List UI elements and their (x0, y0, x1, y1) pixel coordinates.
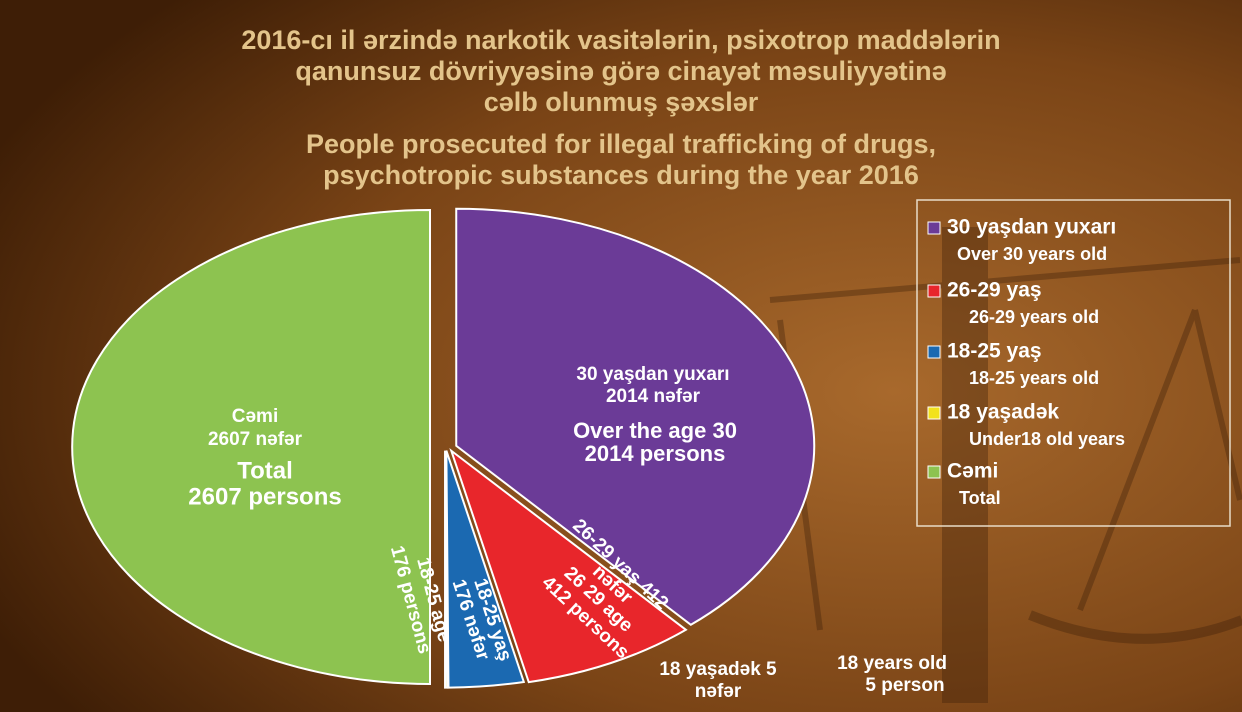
chart-title: 2016-cı il ərzində narkotik vasitələrin,… (241, 25, 1000, 55)
legend-swatch (927, 345, 941, 359)
data-label: nəfər (695, 681, 742, 702)
legend-label-en: 18-25 years old (969, 368, 1099, 388)
legend-box (916, 199, 1231, 527)
data-label: Over the age 30 (573, 418, 737, 443)
legend-label-en: Under18 old years (969, 429, 1125, 449)
pie-slice (445, 450, 526, 689)
legend-label: 18-25 yaş (947, 340, 1042, 363)
legend-label: 26-29 yaş (947, 279, 1042, 302)
legend-swatch (927, 406, 941, 420)
data-label: 2014 persons (585, 441, 726, 466)
data-label: 18 yaşadək 5 (659, 659, 777, 680)
legend-label-en: Over 30 years old (957, 244, 1107, 264)
legend-label: Cəmi (947, 460, 998, 483)
data-label: 2607 persons (188, 483, 341, 510)
chart-subtitle: psychotropic substances during the year … (323, 160, 919, 190)
legend-swatch (927, 284, 941, 298)
legend-label-en: Total (959, 488, 1001, 508)
data-label: 2014 nəfər (606, 386, 701, 407)
legend-label-en: 26-29 years old (969, 307, 1099, 327)
data-label: 5 person (865, 675, 944, 696)
data-label: Total (237, 457, 293, 484)
pie-slice (455, 207, 816, 626)
data-label: 18 years old (837, 653, 947, 674)
data-label: 30 yaşdan yuxarı (576, 364, 729, 385)
pie-slice (449, 447, 688, 684)
legend-swatch (927, 465, 941, 479)
pie-slice (71, 208, 431, 686)
chart-subtitle: People prosecuted for illegal traffickin… (306, 129, 936, 159)
data-label: Cəmi (232, 406, 278, 427)
legend-label: 30 yaşdan yuxarı (947, 216, 1116, 239)
chart-title: qanunsuz dövriyyəsinə görə cinayət məsul… (295, 56, 946, 86)
data-label: 2607 nəfər (208, 429, 303, 450)
chart-title: cəlb olunmuş şəxslər (484, 87, 759, 117)
legend-label: 18 yaşadək (947, 401, 1059, 424)
legend-swatch (927, 221, 941, 235)
pie-slice (444, 450, 449, 689)
scales-decoration (769, 227, 1242, 703)
